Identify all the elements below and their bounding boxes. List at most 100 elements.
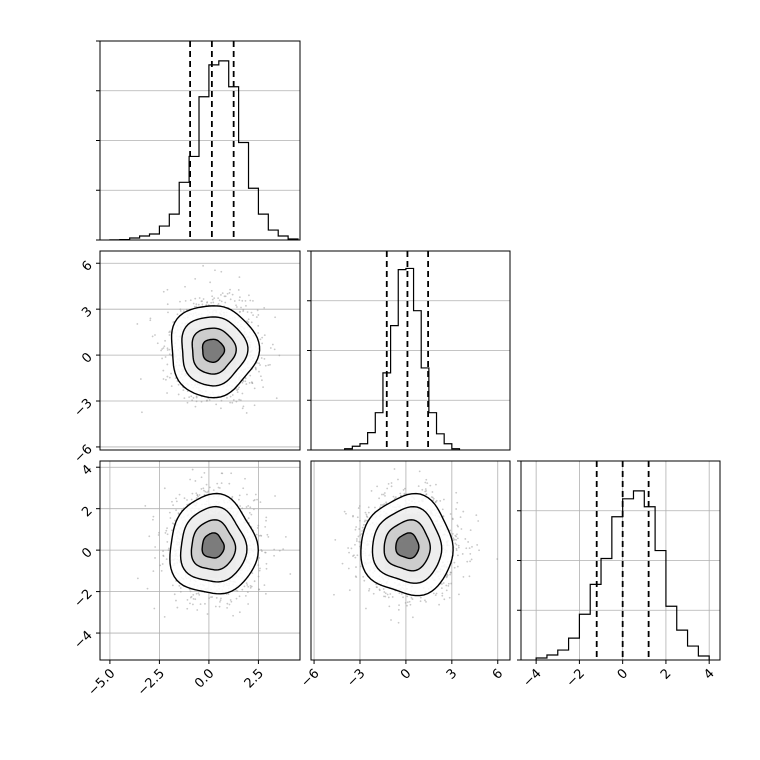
scatter-point <box>478 549 480 552</box>
scatter-point <box>383 595 385 598</box>
scatter-point <box>393 468 396 470</box>
scatter-point <box>167 549 170 551</box>
scatter-point <box>220 300 223 303</box>
scatter-point <box>192 597 195 600</box>
scatter-point <box>209 281 212 284</box>
scatter-point <box>235 306 238 308</box>
x-tick-label: −6 <box>298 666 322 690</box>
scatter-point <box>162 290 165 293</box>
scatter-point <box>389 593 392 595</box>
scatter-point <box>265 516 268 519</box>
scatter-point <box>450 582 453 585</box>
scatter-point <box>196 609 199 611</box>
scatter-point <box>195 303 198 306</box>
scatter-point <box>258 370 260 373</box>
scatter-point <box>231 401 234 404</box>
scatter-point <box>360 533 363 535</box>
scatter-point <box>359 519 361 522</box>
histogram-bin <box>199 97 209 240</box>
scatter-point <box>258 569 261 572</box>
scatter-point <box>404 602 407 604</box>
scatter-point <box>408 600 411 603</box>
scatter-point <box>167 547 170 550</box>
scatter-point <box>259 501 262 504</box>
scatter-point <box>260 534 263 537</box>
scatter-point <box>441 592 444 595</box>
scatter-point <box>361 526 364 529</box>
scatter-point <box>257 524 260 527</box>
scatter-point <box>194 405 197 408</box>
scatter-point <box>409 603 412 606</box>
scatter-point <box>136 577 139 580</box>
scatter-point <box>355 540 358 542</box>
scatter-point <box>370 490 373 492</box>
scatter-point <box>239 399 242 402</box>
scatter-point <box>239 505 242 507</box>
scatter-point <box>365 513 368 516</box>
scatter-point <box>442 515 445 518</box>
scatter-point <box>206 613 209 615</box>
scatter-point <box>252 499 255 502</box>
scatter-point <box>171 584 174 587</box>
scatter-point <box>258 557 261 559</box>
scatter-point <box>441 594 444 597</box>
scatter-point <box>467 541 470 543</box>
scatter-point <box>390 482 393 484</box>
scatter-point <box>254 366 257 369</box>
histogram-outline <box>344 267 461 450</box>
scatter-point <box>386 593 389 596</box>
scatter-point <box>261 336 264 339</box>
scatter-point <box>227 593 230 596</box>
scatter-point <box>177 383 180 386</box>
scatter-point <box>160 349 162 352</box>
scatter-point <box>245 304 247 307</box>
scatter-point <box>343 510 346 513</box>
scatter-point <box>397 478 399 481</box>
scatter-point <box>186 401 189 404</box>
scatter-point <box>403 492 406 495</box>
y-tick-label: −2 <box>71 587 95 611</box>
scatter-point <box>357 507 360 509</box>
scatter-point <box>457 546 460 549</box>
scatter-point <box>278 549 281 552</box>
scatter-point <box>144 504 147 507</box>
scatter-point <box>406 604 408 607</box>
scatter-point <box>218 299 221 302</box>
scatter-point <box>200 476 203 479</box>
contour-line <box>181 316 249 387</box>
scatter-point <box>152 518 154 521</box>
histogram-bin <box>360 444 368 450</box>
scatter-point <box>201 303 204 306</box>
histogram-bin <box>398 270 406 450</box>
scatter-point <box>260 357 263 359</box>
scatter-point <box>448 596 451 599</box>
scatter-point <box>202 298 205 300</box>
scatter-point <box>384 494 386 497</box>
scatter-point <box>462 510 465 513</box>
scatter-point <box>264 364 267 367</box>
scatter-point <box>456 565 459 568</box>
scatter-point <box>166 288 169 291</box>
scatter-point <box>195 492 198 495</box>
scatter-point <box>229 401 232 404</box>
scatter-point <box>241 299 244 302</box>
scatter-point <box>238 386 240 389</box>
scatter-point <box>195 396 198 399</box>
scatter-point <box>365 515 368 518</box>
scatter-point <box>458 593 460 596</box>
scatter-point <box>244 380 247 383</box>
scatter-point <box>161 357 163 360</box>
panel-frame <box>99 250 301 451</box>
scatter-point <box>382 588 385 590</box>
scatter-point <box>468 575 471 578</box>
scatter-point <box>445 589 448 592</box>
scatter-point <box>445 576 448 579</box>
contour-fill <box>202 532 225 558</box>
scatter-point <box>243 585 246 588</box>
scatter-point <box>220 399 223 402</box>
scatter-point <box>356 516 359 519</box>
y-tick-label: 6 <box>79 258 95 274</box>
scatter-point <box>174 377 177 380</box>
scatter-point <box>195 400 198 403</box>
scatter-point <box>397 608 400 611</box>
